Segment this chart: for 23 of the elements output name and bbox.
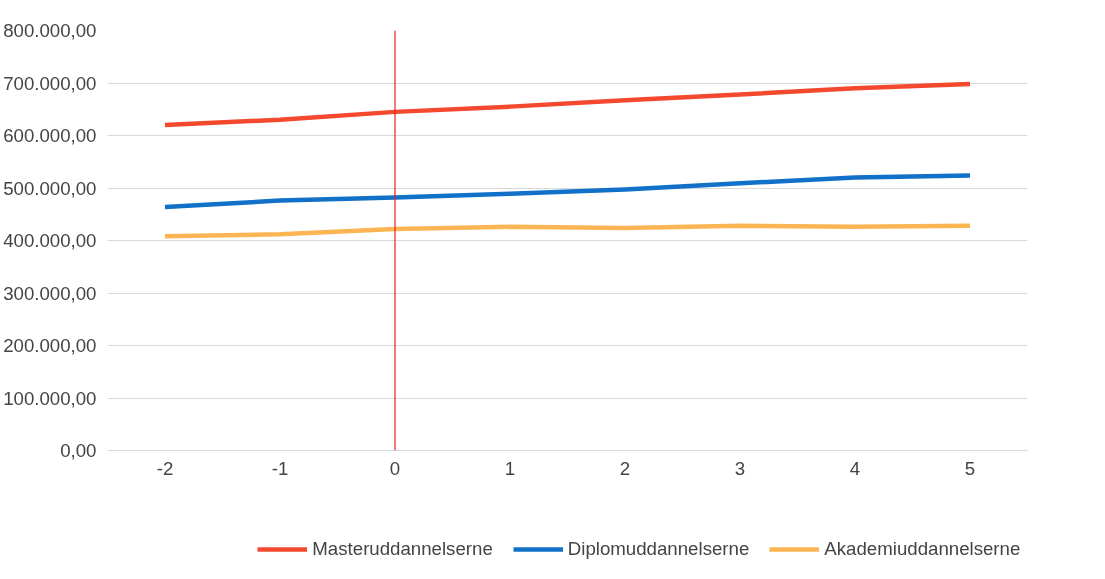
y-tick-label: 200.000,00	[3, 335, 97, 356]
legend-label: Diplomuddannelserne	[567, 537, 750, 560]
y-tick-label: 400.000,00	[3, 230, 97, 251]
x-tick-label: 1	[504, 457, 516, 479]
x-tick-label: -1	[271, 457, 289, 479]
y-tick-label: 0,00	[60, 440, 97, 461]
x-tick-label: -2	[156, 457, 174, 479]
x-tick-label: 5	[964, 457, 976, 479]
line-series	[162, 223, 973, 239]
y-tick-label: 100.000,00	[3, 387, 97, 409]
y-tick-label: 500.000,00	[3, 177, 97, 199]
y-tick-label: 700.000,00	[3, 72, 97, 94]
y-tick-label: 600.000,00	[3, 125, 97, 146]
line-series	[162, 81, 973, 128]
x-tick-label: 4	[849, 457, 861, 479]
x-tick-label: 3	[734, 457, 746, 479]
line-series	[162, 173, 973, 210]
legend-label: Akademiuddannelserne	[824, 537, 1021, 560]
x-tick-label: 0	[389, 457, 401, 479]
legend-label: Masteruddannelserne	[312, 537, 493, 560]
x-tick-label: 2	[619, 457, 631, 479]
y-tick-label: 800.000,00	[3, 20, 97, 41]
y-tick-label: 300.000,00	[3, 282, 97, 304]
